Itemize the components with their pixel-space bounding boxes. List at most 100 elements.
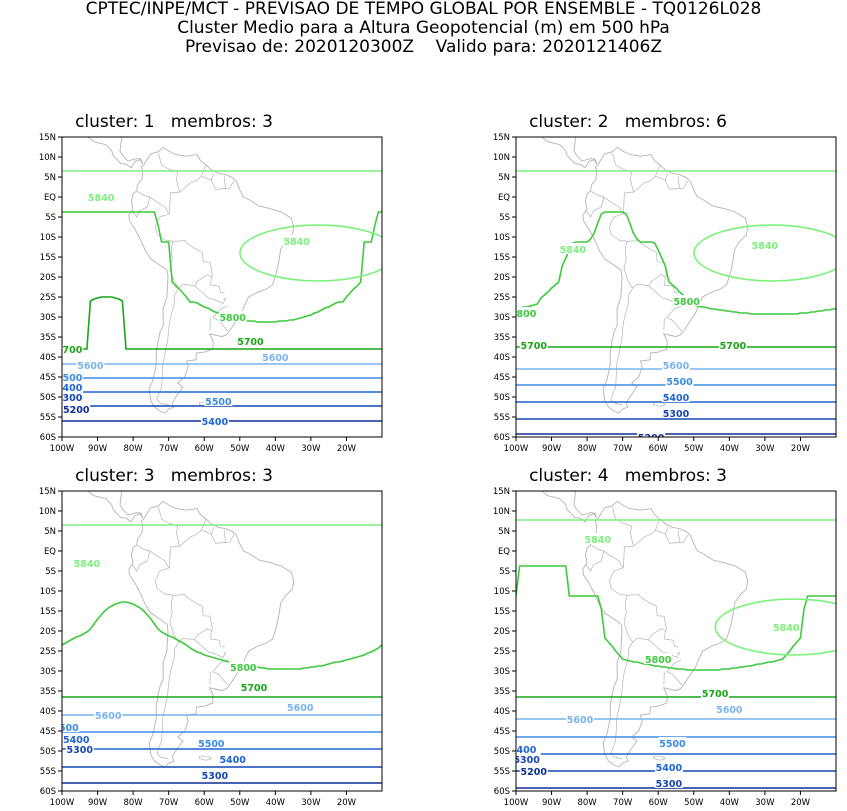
map-svg: 5840580057005600560055005400530055005400… — [4, 481, 344, 811]
lon-tick-label: 100W — [504, 444, 529, 454]
lat-tick-label: 15N — [39, 487, 56, 497]
lon-tick-label: 40W — [720, 798, 740, 808]
lat-tick-label: 15S — [40, 253, 56, 263]
lon-tick-label: 20W — [791, 444, 811, 454]
lat-tick-label: 50S — [494, 393, 510, 403]
lat-tick-label: 60S — [494, 787, 510, 797]
lon-tick-label: 90W — [542, 798, 562, 808]
country-border — [591, 545, 622, 567]
country-border — [586, 551, 604, 571]
lon-tick-label: 20W — [337, 798, 357, 808]
contour-label: 5600 — [663, 361, 690, 372]
country-border — [180, 519, 206, 546]
lat-tick-label: 5N — [44, 173, 56, 183]
country-border — [672, 181, 688, 189]
contour-label: 5840 — [752, 241, 779, 252]
country-border — [132, 197, 150, 217]
country-border — [158, 153, 179, 192]
country-border — [158, 507, 179, 546]
lat-tick-label: 50S — [40, 393, 56, 403]
country-border — [612, 507, 633, 546]
lat-tick-label: 35S — [494, 333, 510, 343]
lat-tick-label: 25S — [494, 647, 510, 657]
lat-tick-label: 5N — [498, 173, 510, 183]
lon-tick-label: 30W — [301, 444, 321, 454]
contour-label: 5700 — [237, 337, 264, 348]
lon-tick-label: 100W — [50, 444, 75, 454]
contour-label: 5800 — [510, 309, 537, 320]
lat-tick-label: 20S — [40, 273, 56, 283]
lon-tick-label: 70W — [159, 444, 179, 454]
contour-label: 5300 — [513, 755, 540, 766]
contour-label: 5400 — [219, 755, 246, 766]
lon-tick-label: 40W — [266, 444, 286, 454]
lat-tick-label: 60S — [494, 433, 510, 443]
lat-tick-label: 55S — [40, 413, 56, 423]
contour-label: 5800 — [230, 663, 257, 674]
lon-tick-label: 100W — [50, 798, 75, 808]
country-border — [665, 631, 679, 647]
contour-label: 5600 — [567, 715, 594, 726]
falklands-coastline — [200, 756, 212, 760]
country-border — [137, 545, 168, 567]
lat-tick-label: 40S — [494, 707, 510, 717]
lon-tick-label: 100W — [504, 798, 529, 808]
contour-label: 5800 — [219, 313, 246, 324]
contour-label: 5840 — [585, 535, 612, 546]
lat-tick-label: 15S — [494, 607, 510, 617]
map-content: 5840580057005600560055005400530055005400… — [52, 459, 382, 783]
country-border — [655, 530, 672, 543]
contour-label: 5600 — [95, 711, 122, 722]
lat-tick-label: 25S — [40, 647, 56, 657]
contour-label: 5300 — [656, 779, 683, 790]
country-border — [211, 277, 225, 293]
lon-tick-label: 80W — [123, 798, 143, 808]
lon-tick-label: 90W — [542, 444, 562, 454]
contour-label: 5400 — [202, 417, 229, 428]
lat-tick-label: 25S — [40, 293, 56, 303]
contour-label: 5200 — [63, 405, 90, 416]
country-border — [211, 631, 225, 647]
lat-tick-label: 15N — [493, 133, 510, 143]
contour-label: 5800 — [673, 297, 700, 308]
contour-5800 — [62, 602, 382, 669]
lon-tick-label: 90W — [88, 444, 108, 454]
lat-tick-label: 55S — [494, 767, 510, 777]
lat-tick-label: 30S — [494, 667, 510, 677]
country-border — [201, 176, 218, 189]
contour-label: 5840 — [773, 623, 800, 634]
lat-tick-label: 5S — [499, 567, 510, 577]
lat-tick-label: 20S — [494, 627, 510, 637]
contour-label: 5600 — [716, 705, 743, 716]
lon-tick-label: 70W — [613, 444, 633, 454]
lat-tick-label: 5S — [499, 213, 510, 223]
header-line-3: Previsao de: 2020120300Z Valido para: 20… — [0, 38, 847, 57]
lon-tick-label: 60W — [195, 798, 215, 808]
contour-5840-high — [240, 225, 396, 281]
contour-label: 5700 — [702, 689, 729, 700]
lat-tick-label: 5S — [45, 213, 56, 223]
country-border — [137, 191, 168, 213]
lat-tick-label: 40S — [494, 353, 510, 363]
country-border — [157, 288, 179, 405]
country-border — [678, 530, 680, 542]
country-border — [224, 530, 226, 542]
country-border — [672, 535, 688, 543]
country-border — [624, 624, 666, 642]
contour-label: 5300 — [202, 771, 229, 782]
falklands-coastline — [654, 756, 666, 760]
header-line-1: CPTEC/INPE/MCT - PREVISAO DE TEMPO GLOBA… — [0, 0, 847, 19]
country-border — [132, 551, 150, 571]
country-border — [211, 527, 214, 534]
contour-5800 — [62, 212, 382, 322]
lat-tick-label: 45S — [494, 727, 510, 737]
lat-tick-label: 30S — [40, 667, 56, 677]
contour-label: 5300 — [663, 409, 690, 420]
lat-tick-label: 25S — [494, 293, 510, 303]
lat-tick-label: 10N — [493, 507, 510, 517]
contour-label: 5600 — [287, 703, 314, 714]
